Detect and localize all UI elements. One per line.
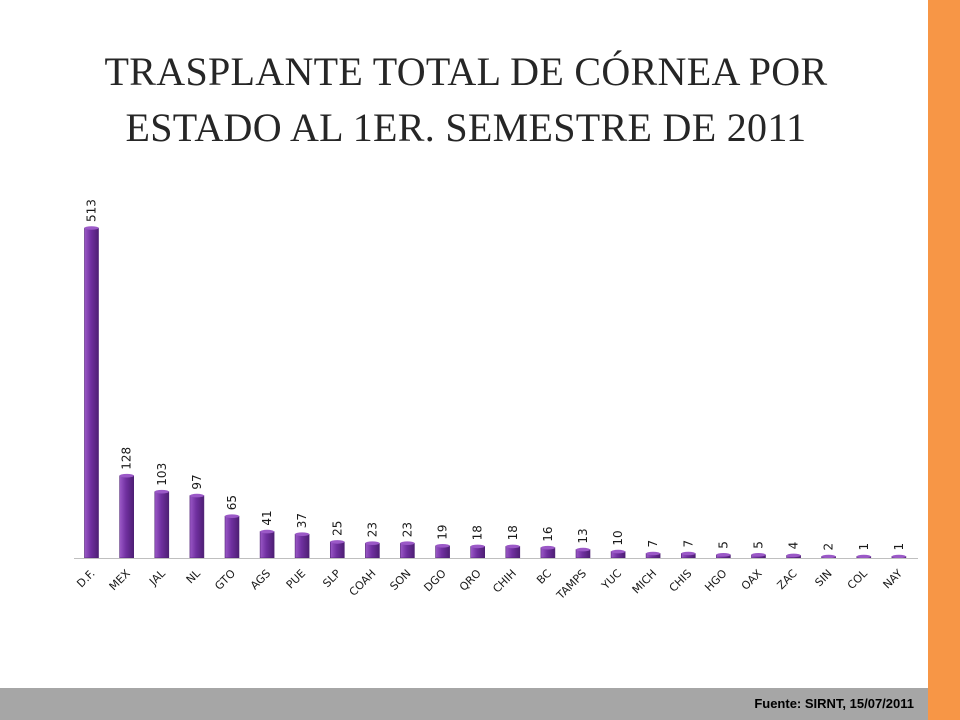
title-line-1: TRASPLANTE TOTAL DE CÓRNEA POR bbox=[104, 49, 828, 94]
category-label: JAL bbox=[146, 566, 168, 588]
category-label: AGS bbox=[248, 567, 273, 592]
value-label: 2 bbox=[822, 543, 836, 551]
category-label: CHIH bbox=[490, 567, 519, 596]
page-title: TRASPLANTE TOTAL DE CÓRNEA POR ESTADO AL… bbox=[40, 44, 892, 156]
bar-cap bbox=[119, 473, 134, 478]
chart-category-labels: D.F. MEX JAL NL GTO AGS PUE SLP COAH SON DGO QRO CHI… bbox=[74, 566, 905, 602]
source-note: Fuente: SIRNT, 15/07/2011 bbox=[754, 696, 914, 711]
category-label: PUE bbox=[284, 567, 309, 592]
category-label: SIN bbox=[812, 567, 834, 589]
bar-cap bbox=[821, 554, 836, 559]
bar-cap bbox=[856, 554, 871, 559]
bar-cap bbox=[716, 553, 731, 557]
bar-cap bbox=[435, 544, 450, 548]
bar-mex bbox=[119, 475, 134, 559]
value-label: 128 bbox=[120, 447, 134, 470]
value-label: 19 bbox=[436, 525, 450, 540]
value-label: 103 bbox=[155, 463, 169, 486]
value-label: 513 bbox=[85, 199, 99, 222]
bar-cap bbox=[365, 541, 380, 545]
value-label: 16 bbox=[541, 526, 555, 541]
category-label: NAY bbox=[881, 567, 906, 592]
value-label: 7 bbox=[646, 540, 660, 548]
value-label: 97 bbox=[190, 474, 204, 489]
bar-gto bbox=[224, 515, 240, 559]
bar-cap bbox=[576, 547, 590, 552]
bar-cap bbox=[225, 514, 239, 518]
category-label: OAX bbox=[739, 567, 765, 593]
value-label: 23 bbox=[365, 522, 379, 537]
title-line-2: ESTADO AL 1ER. SEMESTRE DE 2011 bbox=[125, 105, 807, 150]
bar-nl bbox=[189, 495, 205, 559]
value-label: 5 bbox=[716, 541, 730, 549]
category-label: BC bbox=[534, 567, 554, 587]
bar-cap bbox=[84, 226, 99, 230]
footer-bar: Fuente: SIRNT, 15/07/2011 bbox=[0, 688, 928, 720]
value-label: 1 bbox=[857, 543, 871, 551]
bar-cap bbox=[505, 544, 520, 549]
value-label: 7 bbox=[681, 540, 695, 548]
category-label: QRO bbox=[457, 567, 484, 594]
category-label: HGO bbox=[702, 567, 729, 594]
value-label: 18 bbox=[506, 525, 520, 540]
value-label: 5 bbox=[752, 541, 766, 549]
bar-d-f bbox=[84, 227, 99, 559]
bar-cap bbox=[646, 551, 661, 556]
bar-cap bbox=[295, 532, 310, 536]
chart-bars bbox=[84, 226, 907, 559]
category-label: NL bbox=[184, 566, 204, 586]
bar-pue bbox=[294, 533, 310, 559]
bar-slp bbox=[329, 541, 345, 559]
value-label: 37 bbox=[295, 513, 309, 528]
category-label: CHIS bbox=[667, 567, 695, 595]
bar-cap bbox=[154, 489, 169, 494]
value-label: 18 bbox=[471, 525, 485, 540]
category-label: COAH bbox=[347, 567, 379, 599]
bar-coah bbox=[365, 542, 380, 559]
bar-cap bbox=[681, 551, 696, 556]
bar-cap bbox=[786, 553, 801, 558]
category-label: COL bbox=[845, 566, 871, 592]
category-label: YUC bbox=[598, 567, 624, 593]
value-label: 1 bbox=[892, 543, 906, 551]
category-label: DGO bbox=[421, 567, 449, 595]
bar-cap bbox=[189, 493, 204, 498]
category-label: D.F. bbox=[74, 567, 97, 590]
category-label: TAMPS bbox=[553, 567, 589, 603]
bar-jal bbox=[154, 491, 170, 559]
bar-cap bbox=[260, 529, 275, 534]
bar-cap bbox=[540, 545, 555, 550]
value-label: 10 bbox=[611, 530, 625, 545]
category-label: MICH bbox=[630, 567, 659, 596]
category-label: MEX bbox=[107, 567, 133, 593]
value-label: 23 bbox=[400, 522, 414, 537]
value-label: 41 bbox=[260, 510, 274, 525]
value-label: 13 bbox=[576, 528, 590, 543]
bar-cap bbox=[891, 554, 906, 559]
bar-dgo bbox=[435, 545, 450, 559]
category-label: ZAC bbox=[775, 567, 800, 592]
side-accent-bar bbox=[928, 0, 960, 720]
bar-ags bbox=[259, 531, 275, 559]
category-label: GTO bbox=[212, 567, 238, 593]
bar-cap bbox=[470, 544, 485, 549]
category-label: SON bbox=[387, 567, 413, 593]
value-label: 65 bbox=[225, 495, 239, 510]
category-label: SLP bbox=[320, 567, 343, 590]
bar-son bbox=[400, 542, 415, 559]
value-label: 4 bbox=[787, 542, 801, 550]
value-label: 25 bbox=[330, 521, 344, 536]
bar-cap bbox=[611, 549, 626, 554]
bar-cap bbox=[330, 540, 345, 544]
bar-cap bbox=[400, 541, 415, 545]
bar-cap bbox=[751, 553, 766, 557]
